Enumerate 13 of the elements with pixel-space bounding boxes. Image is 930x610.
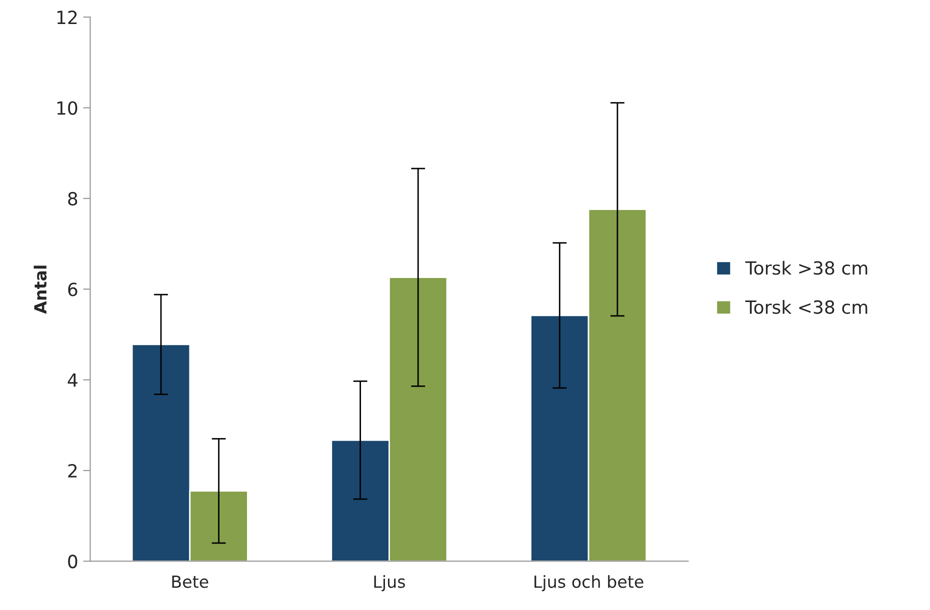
x-tick-label: Ljus xyxy=(374,575,405,592)
legend-label: Torsk >38 cm xyxy=(745,260,868,275)
legend-label: Torsk <38 cm xyxy=(745,300,868,314)
x-tick-label: Bete xyxy=(172,576,208,588)
y-tick-label: 12 xyxy=(57,10,77,24)
y-tick-label: 10 xyxy=(57,101,78,115)
y-tick-label: 2 xyxy=(68,464,77,478)
y-tick-label: 4 xyxy=(68,374,78,387)
x-tick-label: Ljus och bete xyxy=(534,575,644,592)
y-tick-label: 8 xyxy=(68,192,78,206)
y-axis-title: Antal xyxy=(34,266,47,314)
y-tick-label: 6 xyxy=(68,282,78,296)
y-tick-label: 0 xyxy=(68,554,78,568)
